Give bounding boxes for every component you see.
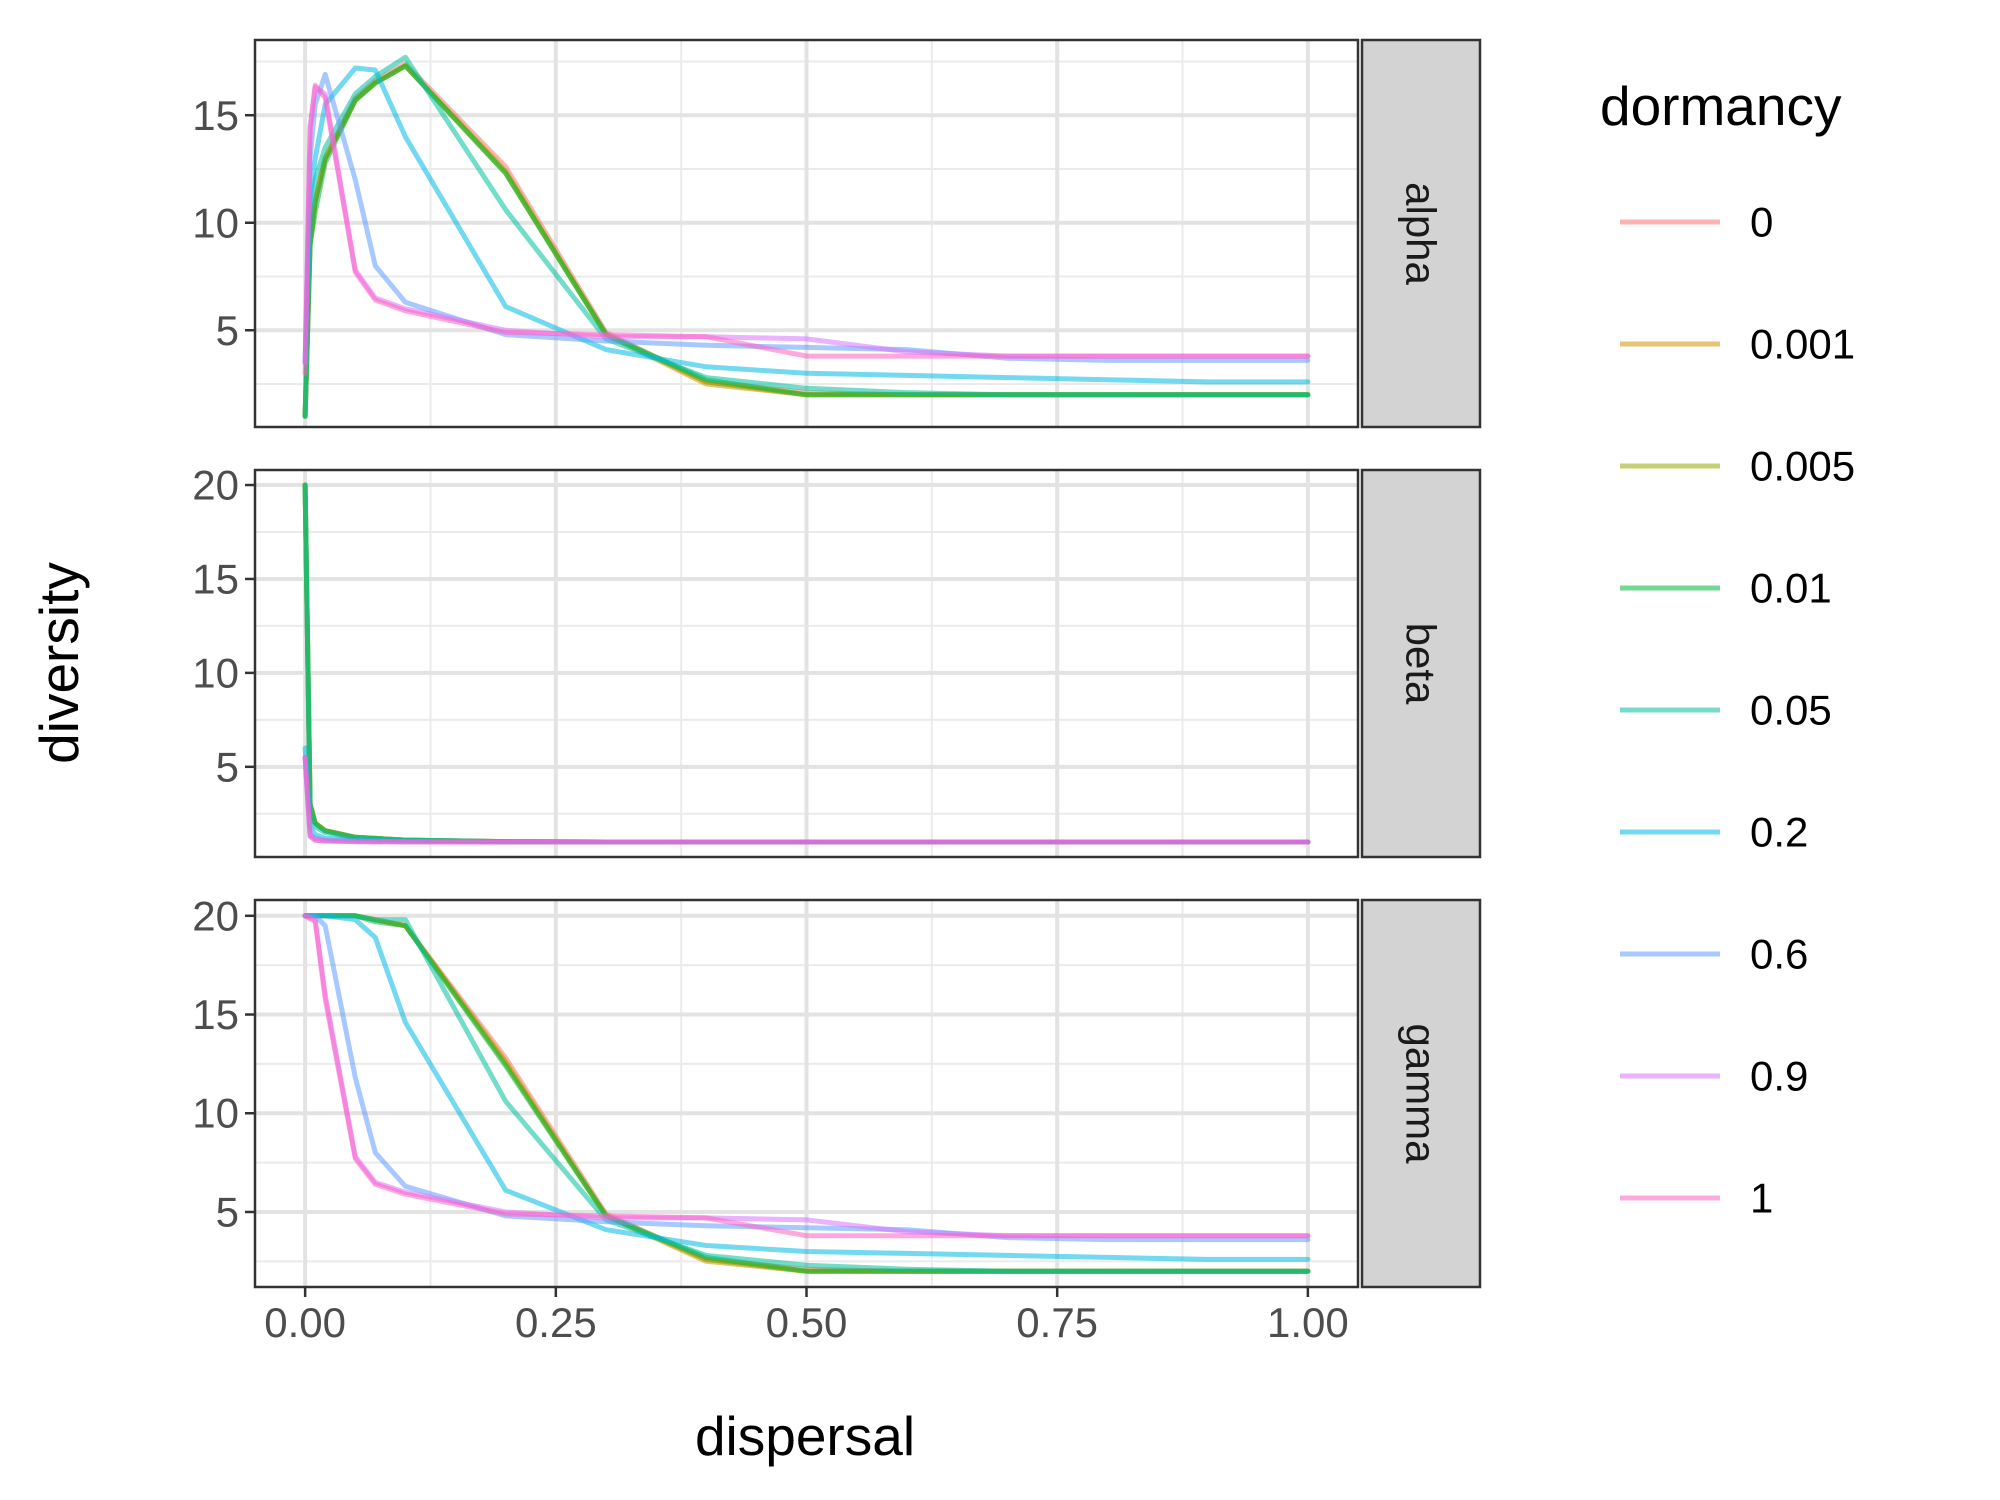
panel-beta: beta 5 10 15 20	[192, 462, 1482, 859]
x-tick-label: 0.50	[766, 1299, 848, 1346]
x-tick-label: 0.00	[264, 1299, 346, 1346]
x-tick-label: 0.25	[515, 1299, 597, 1346]
x-tick-label: 0.75	[1016, 1299, 1098, 1346]
legend-label: 0.6	[1750, 931, 1808, 978]
y-tick-label: 10	[192, 199, 239, 246]
legend-label: 0.005	[1750, 443, 1855, 490]
facet-strip	[1360, 898, 1482, 1289]
y-tick-label: 15	[192, 92, 239, 139]
y-tick-label: 15	[192, 991, 239, 1038]
legend-label: 0	[1750, 199, 1773, 246]
y-tick-label: 5	[216, 307, 239, 354]
facet-strip-label: beta	[1398, 623, 1445, 705]
y-axis-title: diversity	[28, 562, 90, 764]
series-line-gamma-0_6	[302, 913, 1311, 1243]
y-tick-label: 20	[192, 462, 239, 509]
panel-alpha: alpha 5 10 15	[192, 38, 1482, 429]
series-line-alpha-0_2	[302, 65, 1311, 385]
panel-border	[253, 38, 1360, 429]
legend-title: dormancy	[1600, 75, 1842, 137]
facet-strip-label: gamma	[1398, 1023, 1445, 1164]
legend-label: 0.001	[1750, 321, 1855, 368]
y-tick-label: 5	[216, 743, 239, 790]
facet-strip	[1360, 38, 1482, 429]
series-line-gamma-1	[302, 913, 1311, 1239]
y-tick-label: 15	[192, 555, 239, 602]
panel-gamma: gamma 5 10 15 20 0.00 0.25 0.50 0.75 1.00	[192, 892, 1482, 1346]
legend-label: 0.9	[1750, 1053, 1808, 1100]
facet-strip-label: alpha	[1398, 182, 1445, 285]
series-line-beta-1	[302, 754, 1311, 845]
legend-label: 0.2	[1750, 809, 1808, 856]
legend: 0 0.001 0.005 0.01 0.05 0.2 0.6 0.9 1	[1620, 199, 1855, 1222]
legend-label: 0.05	[1750, 687, 1832, 734]
legend-label: 0.01	[1750, 565, 1832, 612]
series-line-gamma-0_2	[302, 913, 1311, 1262]
y-tick-label: 5	[216, 1188, 239, 1235]
series-line-alpha-1	[302, 82, 1311, 376]
x-axis-title: dispersal	[695, 1405, 915, 1467]
y-tick-label: 10	[192, 649, 239, 696]
x-tick-label: 1.00	[1267, 1299, 1349, 1346]
legend-label: 1	[1750, 1175, 1773, 1222]
facet-strip	[1360, 468, 1482, 859]
y-tick-label: 10	[192, 1090, 239, 1137]
series-line-alpha-0_05	[302, 54, 1311, 419]
y-tick-label: 20	[192, 892, 239, 939]
panel-border	[253, 468, 1360, 859]
